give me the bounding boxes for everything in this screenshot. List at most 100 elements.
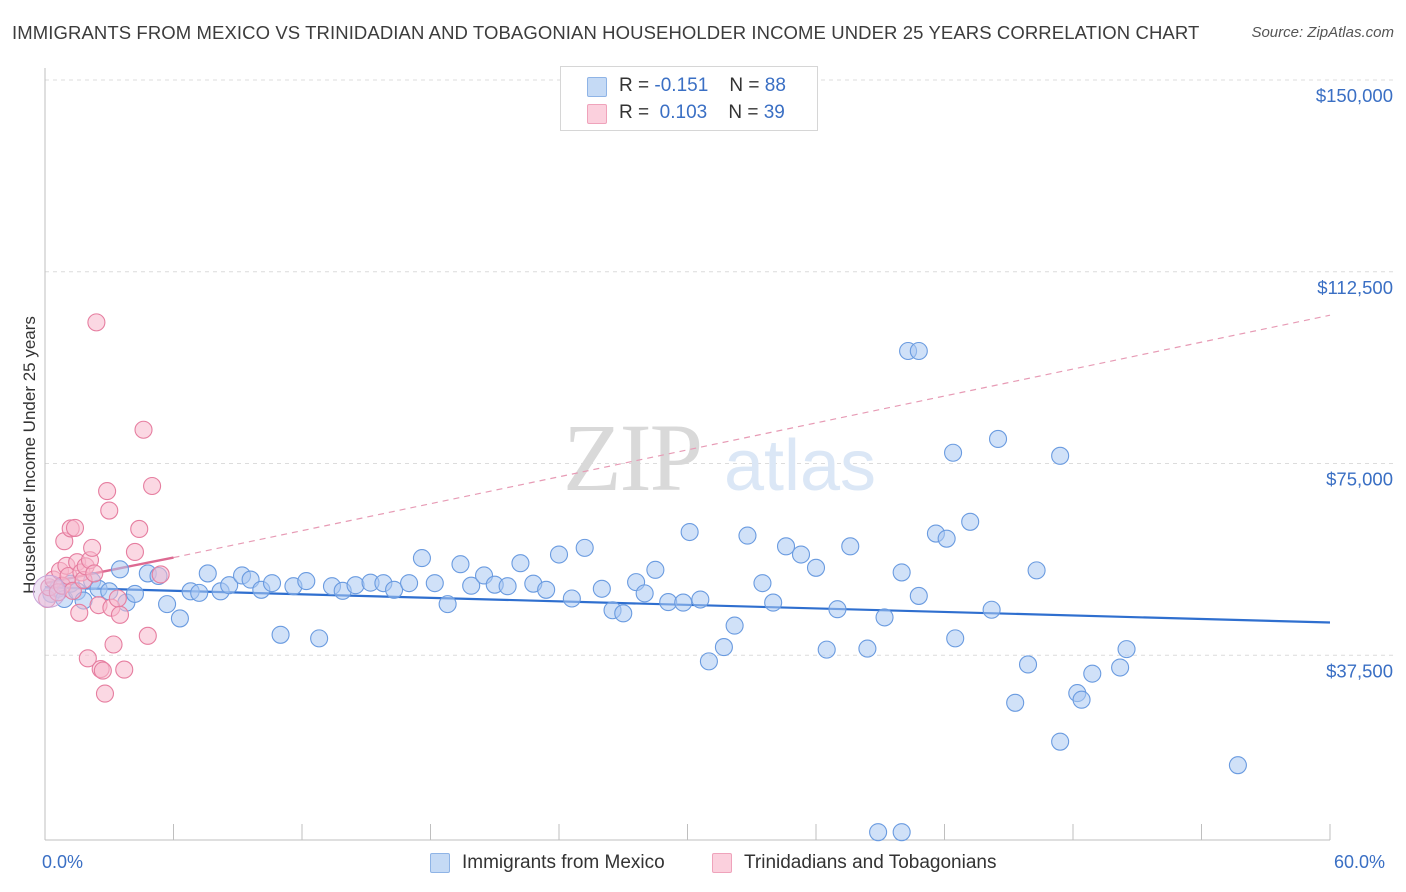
- point-trinidad: [93, 661, 112, 680]
- point-trinidad: [134, 420, 153, 439]
- point-mexico: [198, 564, 217, 583]
- point-mexico: [614, 604, 633, 623]
- point-mexico: [549, 545, 569, 564]
- point-mexico: [1117, 640, 1136, 659]
- point-mexico: [937, 529, 956, 548]
- point-mexico: [753, 574, 772, 593]
- bottom-legend-label-trinidad: Trinidadians and Tobagonians: [744, 852, 997, 873]
- y-tick-labels: $37,500 $75,000 $112,500 $150,000: [1316, 85, 1393, 681]
- legend-r-label: R =: [619, 102, 650, 123]
- point-mexico: [592, 579, 611, 598]
- point-mexico: [764, 593, 783, 612]
- point-trinidad: [100, 501, 119, 520]
- point-trinidad: [85, 564, 104, 583]
- bottom-legend-label-mexico: Immigrants from Mexico: [462, 852, 665, 873]
- legend-r-value: 0.103: [659, 102, 708, 123]
- point-mexico: [674, 593, 693, 612]
- point-mexico: [400, 574, 419, 593]
- point-mexico: [699, 652, 718, 671]
- point-trinidad: [63, 581, 82, 600]
- bottom-legend-swatch-mexico: [430, 853, 450, 873]
- point-mexico: [841, 537, 860, 556]
- point-mexico: [988, 429, 1008, 449]
- point-mexico: [806, 558, 826, 577]
- point-trinidad: [70, 603, 89, 622]
- legend-n-label: N =: [729, 75, 760, 96]
- point-mexico: [982, 600, 1001, 619]
- point-mexico: [875, 608, 894, 627]
- legend-swatch-trinidad: [587, 104, 607, 124]
- point-mexico: [817, 640, 836, 659]
- point-trinidad: [138, 626, 157, 645]
- point-mexico: [680, 522, 699, 542]
- point-trinidad: [104, 635, 123, 654]
- point-mexico: [190, 583, 209, 602]
- x-tick-label-max: 60.0%: [1334, 852, 1386, 872]
- point-trinidad: [95, 684, 115, 703]
- legend-r-label: R =: [619, 75, 650, 96]
- point-mexico: [1018, 655, 1038, 674]
- point-mexico: [562, 589, 581, 608]
- point-mexico: [262, 574, 282, 593]
- axes: [44, 68, 1331, 841]
- point-mexico: [310, 629, 329, 648]
- point-trinidad: [115, 660, 134, 679]
- point-mexico: [451, 555, 470, 574]
- legend-n-label: N =: [728, 102, 759, 123]
- point-mexico: [170, 609, 189, 628]
- source-label: Source: ZipAtlas.com: [1251, 24, 1394, 41]
- point-mexico: [738, 526, 757, 545]
- point-mexico: [385, 580, 404, 599]
- bottom-legend-swatch-trinidad: [712, 853, 732, 873]
- watermark-atlas: atlas: [724, 426, 876, 506]
- y-tick-label: $150,000: [1316, 85, 1393, 106]
- point-cluster: [32, 574, 66, 608]
- point-mexico: [346, 576, 365, 595]
- point-mexico: [714, 638, 733, 657]
- point-mexico: [791, 545, 811, 564]
- point-mexico: [498, 577, 517, 596]
- point-mexico: [1027, 561, 1046, 580]
- point-mexico: [158, 595, 177, 614]
- point-mexico: [858, 639, 877, 658]
- point-mexico: [776, 537, 796, 556]
- point-mexico: [297, 572, 316, 591]
- point-trinidad: [65, 518, 85, 537]
- point-mexico: [110, 560, 130, 579]
- point-mexico: [462, 576, 481, 595]
- point-mexico: [425, 574, 444, 593]
- legend-r-value: -0.151: [654, 75, 709, 96]
- point-trinidad: [83, 538, 102, 557]
- point-mexico: [946, 629, 965, 648]
- point-mexico: [961, 512, 980, 531]
- legend-swatch-mexico: [587, 77, 607, 97]
- point-mexico: [646, 560, 665, 579]
- chart-title: IMMIGRANTS FROM MEXICO VS TRINIDADIAN AN…: [12, 22, 1200, 43]
- y-tick-label: $37,500: [1326, 660, 1393, 681]
- point-mexico: [1228, 756, 1247, 775]
- point-trinidad: [98, 482, 117, 501]
- point-mexico: [271, 625, 290, 644]
- point-mexico: [869, 823, 888, 842]
- point-mexico: [725, 616, 744, 635]
- point-mexico: [909, 341, 928, 361]
- point-mexico: [1051, 732, 1070, 751]
- point-trinidad: [108, 589, 127, 608]
- y-tick-label: $75,000: [1326, 469, 1393, 490]
- point-trinidad: [151, 565, 170, 584]
- point-mexico: [220, 576, 239, 595]
- point-mexico: [691, 590, 710, 609]
- point-trinidad: [125, 542, 144, 562]
- point-trinidad: [87, 313, 106, 332]
- point-mexico: [1072, 690, 1091, 709]
- watermark-zip: ZIP: [563, 404, 701, 511]
- point-mexico: [892, 823, 911, 842]
- watermark: ZIP atlas: [563, 404, 876, 511]
- point-trinidad: [110, 605, 130, 624]
- trend-line-trinidad-extension: [173, 314, 1331, 559]
- point-mexico: [537, 580, 556, 599]
- point-trinidad: [78, 649, 97, 668]
- point-mexico: [635, 584, 654, 603]
- legend-n-value: 39: [763, 102, 785, 123]
